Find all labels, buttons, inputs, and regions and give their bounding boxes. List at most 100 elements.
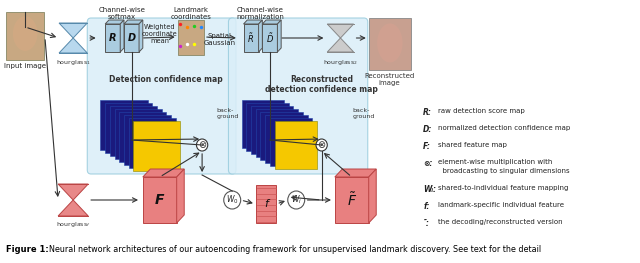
Polygon shape [335, 169, 376, 177]
FancyBboxPatch shape [228, 18, 368, 174]
Text: Spatial
Gaussian: Spatial Gaussian [204, 33, 236, 46]
Ellipse shape [132, 123, 148, 151]
Text: shared-to-individual feature mapping: shared-to-individual feature mapping [438, 185, 569, 191]
Polygon shape [327, 38, 354, 52]
Ellipse shape [258, 114, 273, 140]
Text: ⊗: ⊗ [317, 140, 326, 150]
Circle shape [224, 191, 241, 209]
Point [189, 42, 200, 46]
Polygon shape [105, 103, 152, 153]
Polygon shape [262, 20, 281, 24]
Text: Channel-wise
normalization: Channel-wise normalization [237, 7, 284, 20]
Text: Input image: Input image [4, 63, 46, 69]
Circle shape [288, 191, 305, 209]
Polygon shape [256, 185, 276, 223]
Ellipse shape [282, 129, 296, 155]
Ellipse shape [123, 117, 140, 145]
Text: hourglass$_2$: hourglass$_2$ [323, 58, 358, 67]
Polygon shape [133, 121, 180, 171]
Polygon shape [120, 20, 124, 52]
Text: F:: F: [423, 142, 431, 151]
Polygon shape [178, 20, 204, 55]
FancyBboxPatch shape [87, 18, 236, 174]
Polygon shape [105, 24, 120, 52]
Polygon shape [369, 18, 411, 70]
Polygon shape [100, 100, 147, 150]
Polygon shape [262, 24, 277, 52]
Ellipse shape [13, 16, 37, 51]
Polygon shape [124, 20, 143, 24]
Polygon shape [58, 200, 88, 216]
Text: $\tilde{D}$: $\tilde{D}$ [266, 31, 274, 45]
Ellipse shape [137, 126, 154, 154]
Text: $\tilde{R}$: $\tilde{R}$ [248, 31, 255, 45]
Ellipse shape [113, 111, 130, 139]
Polygon shape [369, 169, 376, 223]
Polygon shape [251, 106, 293, 154]
Polygon shape [119, 112, 166, 162]
Text: R: R [109, 33, 116, 43]
Text: Wᵢ:: Wᵢ: [423, 185, 436, 194]
Polygon shape [270, 118, 312, 166]
Text: F: F [155, 193, 164, 207]
Polygon shape [243, 24, 259, 52]
Text: ⊗: ⊗ [198, 140, 206, 150]
Polygon shape [327, 24, 354, 38]
Point [175, 22, 186, 26]
Polygon shape [143, 169, 184, 177]
Text: Neural network architectures of our autoencoding framework for unsupervised land: Neural network architectures of our auto… [44, 245, 541, 254]
Text: $W_i$: $W_i$ [291, 194, 301, 206]
Polygon shape [115, 109, 162, 159]
Text: $\tilde{F}$: $\tilde{F}$ [347, 191, 357, 209]
Text: hourglass$_f$: hourglass$_f$ [56, 220, 90, 229]
Text: Reconstructed
detection confidence map: Reconstructed detection confidence map [265, 75, 378, 94]
Polygon shape [242, 100, 284, 148]
Text: hourglass$_1$: hourglass$_1$ [56, 58, 90, 67]
Polygon shape [259, 20, 262, 52]
Point [175, 44, 186, 48]
Ellipse shape [127, 120, 144, 148]
Text: f: f [264, 199, 268, 209]
Text: normalized detection confidence map: normalized detection confidence map [438, 125, 571, 131]
Ellipse shape [268, 120, 282, 146]
Text: Figure 1:: Figure 1: [6, 245, 49, 254]
Text: the decoding/reconstructed version: the decoding/reconstructed version [438, 219, 563, 225]
Ellipse shape [377, 23, 403, 62]
Polygon shape [124, 115, 171, 165]
Text: ˜:: ˜: [423, 219, 430, 228]
Text: $W_0$: $W_0$ [226, 194, 239, 206]
Circle shape [196, 139, 208, 151]
Polygon shape [275, 121, 317, 169]
Point [196, 25, 206, 29]
Text: back-
ground: back- ground [353, 108, 375, 119]
Point [189, 24, 200, 28]
Polygon shape [58, 184, 88, 200]
Ellipse shape [277, 126, 292, 152]
Polygon shape [139, 20, 143, 52]
Text: D:: D: [423, 125, 433, 134]
Ellipse shape [272, 123, 287, 149]
Polygon shape [143, 177, 177, 223]
Text: Channel-wise
softmax: Channel-wise softmax [99, 7, 145, 20]
Polygon shape [265, 115, 307, 163]
Text: f:: f: [423, 202, 429, 211]
Polygon shape [260, 112, 303, 160]
Polygon shape [105, 20, 124, 24]
Text: shared feature map: shared feature map [438, 142, 508, 148]
Circle shape [316, 139, 327, 151]
Ellipse shape [141, 129, 158, 157]
Text: back-
ground: back- ground [216, 108, 239, 119]
Ellipse shape [262, 117, 278, 143]
Text: D: D [127, 33, 136, 43]
Point [182, 42, 193, 46]
Text: Landmark
coordinates: Landmark coordinates [170, 7, 211, 20]
Text: ⊗:: ⊗: [423, 159, 433, 168]
Text: R:: R: [423, 108, 432, 117]
Polygon shape [59, 23, 87, 38]
Text: element-wise multiplication with: element-wise multiplication with [438, 159, 553, 165]
Polygon shape [59, 38, 87, 53]
Text: Weighted
coordinate
mean: Weighted coordinate mean [142, 24, 178, 44]
Polygon shape [243, 20, 262, 24]
Ellipse shape [253, 111, 268, 137]
Polygon shape [246, 103, 289, 151]
